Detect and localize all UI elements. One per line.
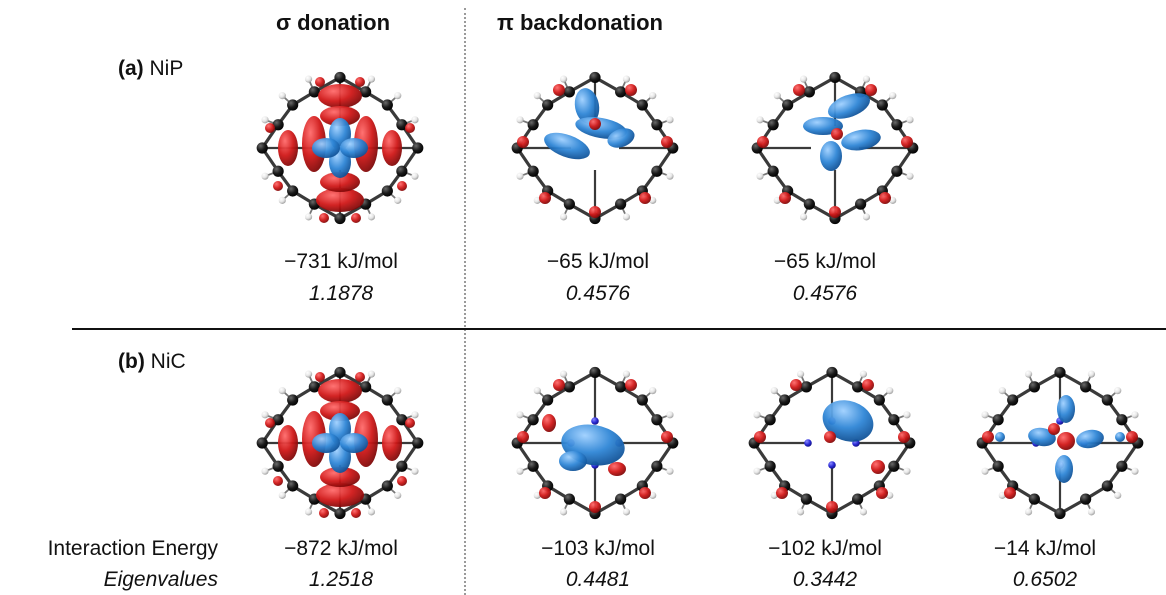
nic-pi-3-energy: −14 kJ/mol — [993, 537, 1097, 560]
nic-pi-2-energy: −102 kJ/mol — [768, 537, 882, 560]
eigenvalues-label: Eigenvalues — [103, 568, 218, 591]
sigma-donation-header: σ donation — [276, 10, 391, 35]
molecule-nip-pi-2 — [751, 71, 919, 225]
molecule-skeleton — [511, 71, 679, 225]
nip-pi-1-energy: −65 kJ/mol — [546, 250, 650, 273]
nip-pi-2-eigenvalue: 0.4576 — [792, 282, 858, 305]
row-label-nip-letter: (a) — [118, 57, 144, 80]
nip-pi-1-eigenvalue: 0.4576 — [565, 282, 631, 305]
molecule-skeleton — [748, 366, 916, 520]
molecule-nip-pi-1 — [511, 71, 679, 225]
molecule-skeleton — [751, 71, 919, 225]
molecule-nic-pi-2 — [748, 366, 916, 520]
molecule-nic-pi-3 — [976, 366, 1144, 520]
molecule-skeleton — [256, 366, 424, 520]
row-label-nic-text: NiC — [150, 350, 186, 373]
nic-pi-1-eigenvalue: 0.4481 — [565, 568, 631, 591]
molecule-nip-sigma — [256, 71, 424, 225]
nip-pi-2-energy: −65 kJ/mol — [773, 250, 877, 273]
horizontal-divider — [72, 328, 1166, 330]
interaction-energy-label: Interaction Energy — [47, 537, 218, 560]
row-label-nic-letter: (b) — [118, 350, 145, 373]
molecule-nic-pi-1 — [511, 366, 679, 520]
row-label-nip: (a) NiP — [118, 57, 183, 81]
nip-sigma-energy: −731 kJ/mol — [284, 250, 398, 273]
molecule-nic-sigma — [256, 366, 424, 520]
nic-pi-3-eigenvalue: 0.6502 — [1012, 568, 1078, 591]
vertical-divider — [464, 8, 466, 595]
pi-backdonation-header: π backdonation — [497, 10, 663, 35]
nic-sigma-eigenvalue: 1.2518 — [308, 568, 374, 591]
nip-sigma-eigenvalue: 1.1878 — [308, 282, 374, 305]
nic-pi-2-eigenvalue: 0.3442 — [792, 568, 858, 591]
row-label-nic: (b) NiC — [118, 350, 186, 374]
nic-pi-1-energy: −103 kJ/mol — [541, 537, 655, 560]
row-label-nip-text: NiP — [149, 57, 184, 80]
molecule-skeleton — [256, 71, 424, 225]
nic-sigma-energy: −872 kJ/mol — [284, 537, 398, 560]
